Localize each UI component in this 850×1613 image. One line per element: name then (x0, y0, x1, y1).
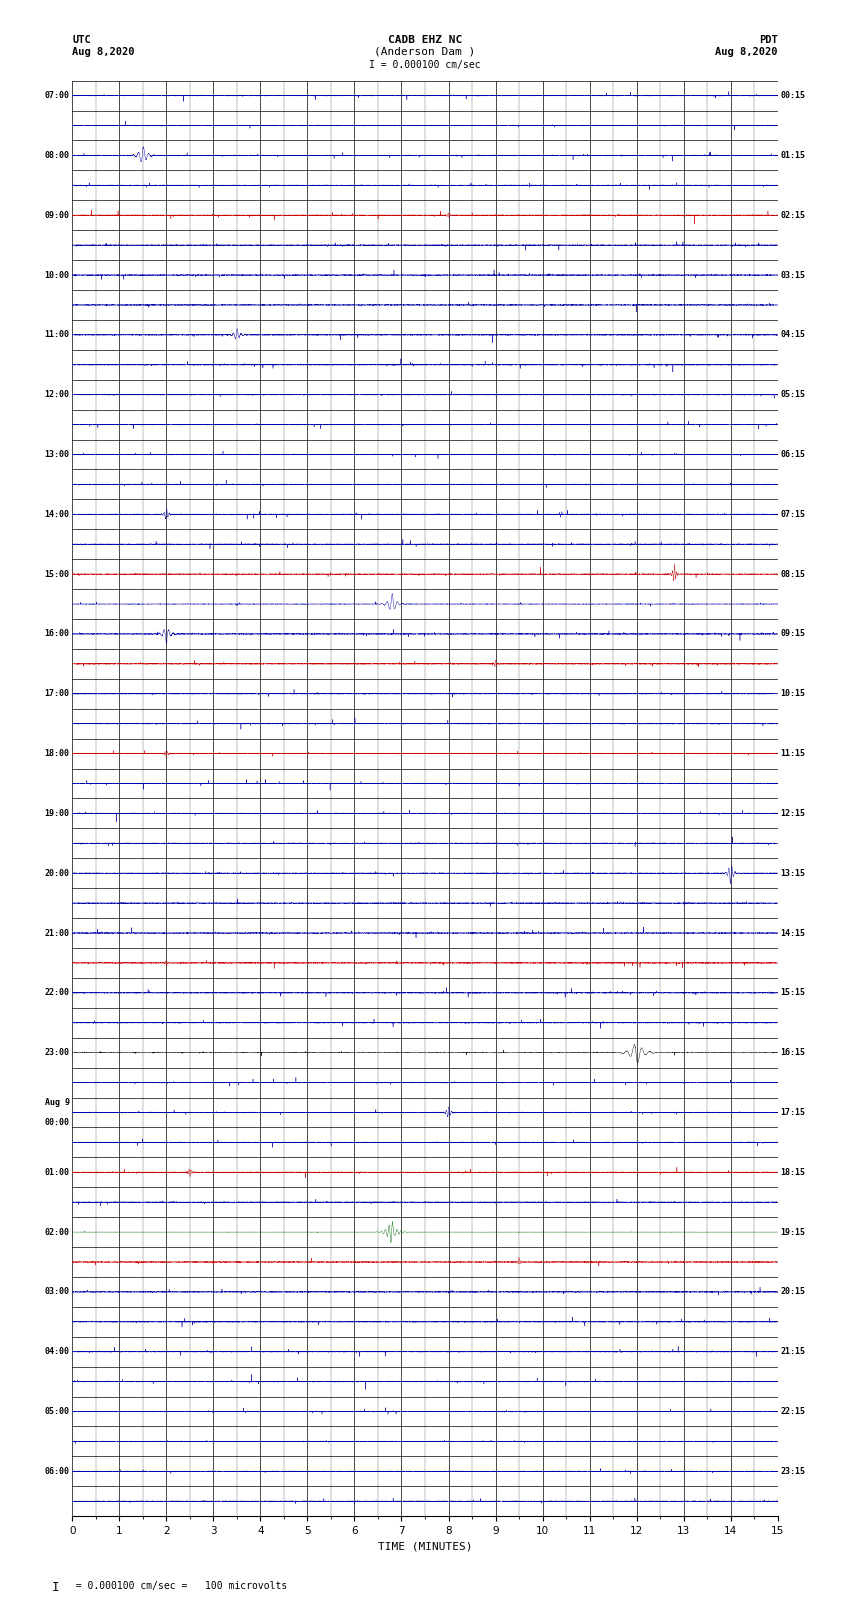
Text: 05:15: 05:15 (780, 390, 805, 398)
Text: 07:15: 07:15 (780, 510, 805, 519)
Text: 16:15: 16:15 (780, 1048, 805, 1057)
Text: 14:00: 14:00 (45, 510, 70, 519)
Text: 04:15: 04:15 (780, 331, 805, 339)
Text: 20:00: 20:00 (45, 869, 70, 877)
Text: 18:00: 18:00 (45, 748, 70, 758)
Text: 00:15: 00:15 (780, 90, 805, 100)
Text: 02:00: 02:00 (45, 1227, 70, 1237)
Text: PDT: PDT (759, 35, 778, 45)
Text: 13:00: 13:00 (45, 450, 70, 460)
Text: Aug 8,2020: Aug 8,2020 (72, 47, 135, 56)
Text: 22:00: 22:00 (45, 989, 70, 997)
Text: 05:00: 05:00 (45, 1407, 70, 1416)
Text: 08:00: 08:00 (45, 152, 70, 160)
Text: 08:15: 08:15 (780, 569, 805, 579)
Text: 09:15: 09:15 (780, 629, 805, 639)
Text: 11:00: 11:00 (45, 331, 70, 339)
Text: 15:15: 15:15 (780, 989, 805, 997)
X-axis label: TIME (MINUTES): TIME (MINUTES) (377, 1542, 473, 1552)
Text: 23:00: 23:00 (45, 1048, 70, 1057)
Text: 10:15: 10:15 (780, 689, 805, 698)
Text: 19:15: 19:15 (780, 1227, 805, 1237)
Text: Aug 9: Aug 9 (45, 1098, 70, 1107)
Text: 11:15: 11:15 (780, 748, 805, 758)
Text: 13:15: 13:15 (780, 869, 805, 877)
Text: 12:00: 12:00 (45, 390, 70, 398)
Text: 04:00: 04:00 (45, 1347, 70, 1357)
Text: 14:15: 14:15 (780, 929, 805, 937)
Text: 22:15: 22:15 (780, 1407, 805, 1416)
Text: 23:15: 23:15 (780, 1466, 805, 1476)
Text: 06:00: 06:00 (45, 1466, 70, 1476)
Text: 02:15: 02:15 (780, 211, 805, 219)
Text: 03:00: 03:00 (45, 1287, 70, 1297)
Text: 03:15: 03:15 (780, 271, 805, 279)
Text: 01:00: 01:00 (45, 1168, 70, 1177)
Text: 17:15: 17:15 (780, 1108, 805, 1116)
Text: 06:15: 06:15 (780, 450, 805, 460)
Text: CADB EHZ NC: CADB EHZ NC (388, 35, 462, 45)
Text: 07:00: 07:00 (45, 90, 70, 100)
Text: 09:00: 09:00 (45, 211, 70, 219)
Text: 21:15: 21:15 (780, 1347, 805, 1357)
Text: 01:15: 01:15 (780, 152, 805, 160)
Text: 12:15: 12:15 (780, 808, 805, 818)
Text: Aug 8,2020: Aug 8,2020 (715, 47, 778, 56)
Text: 17:00: 17:00 (45, 689, 70, 698)
Text: 10:00: 10:00 (45, 271, 70, 279)
Text: = 0.000100 cm/sec =   100 microvolts: = 0.000100 cm/sec = 100 microvolts (64, 1581, 287, 1590)
Text: I = 0.000100 cm/sec: I = 0.000100 cm/sec (369, 60, 481, 69)
Text: 00:00: 00:00 (45, 1118, 70, 1126)
Text: UTC: UTC (72, 35, 91, 45)
Text: (Anderson Dam ): (Anderson Dam ) (374, 47, 476, 56)
Text: 20:15: 20:15 (780, 1287, 805, 1297)
Text: 16:00: 16:00 (45, 629, 70, 639)
Text: 15:00: 15:00 (45, 569, 70, 579)
Text: 18:15: 18:15 (780, 1168, 805, 1177)
Text: 21:00: 21:00 (45, 929, 70, 937)
Text: 19:00: 19:00 (45, 808, 70, 818)
Text: I: I (52, 1581, 60, 1594)
